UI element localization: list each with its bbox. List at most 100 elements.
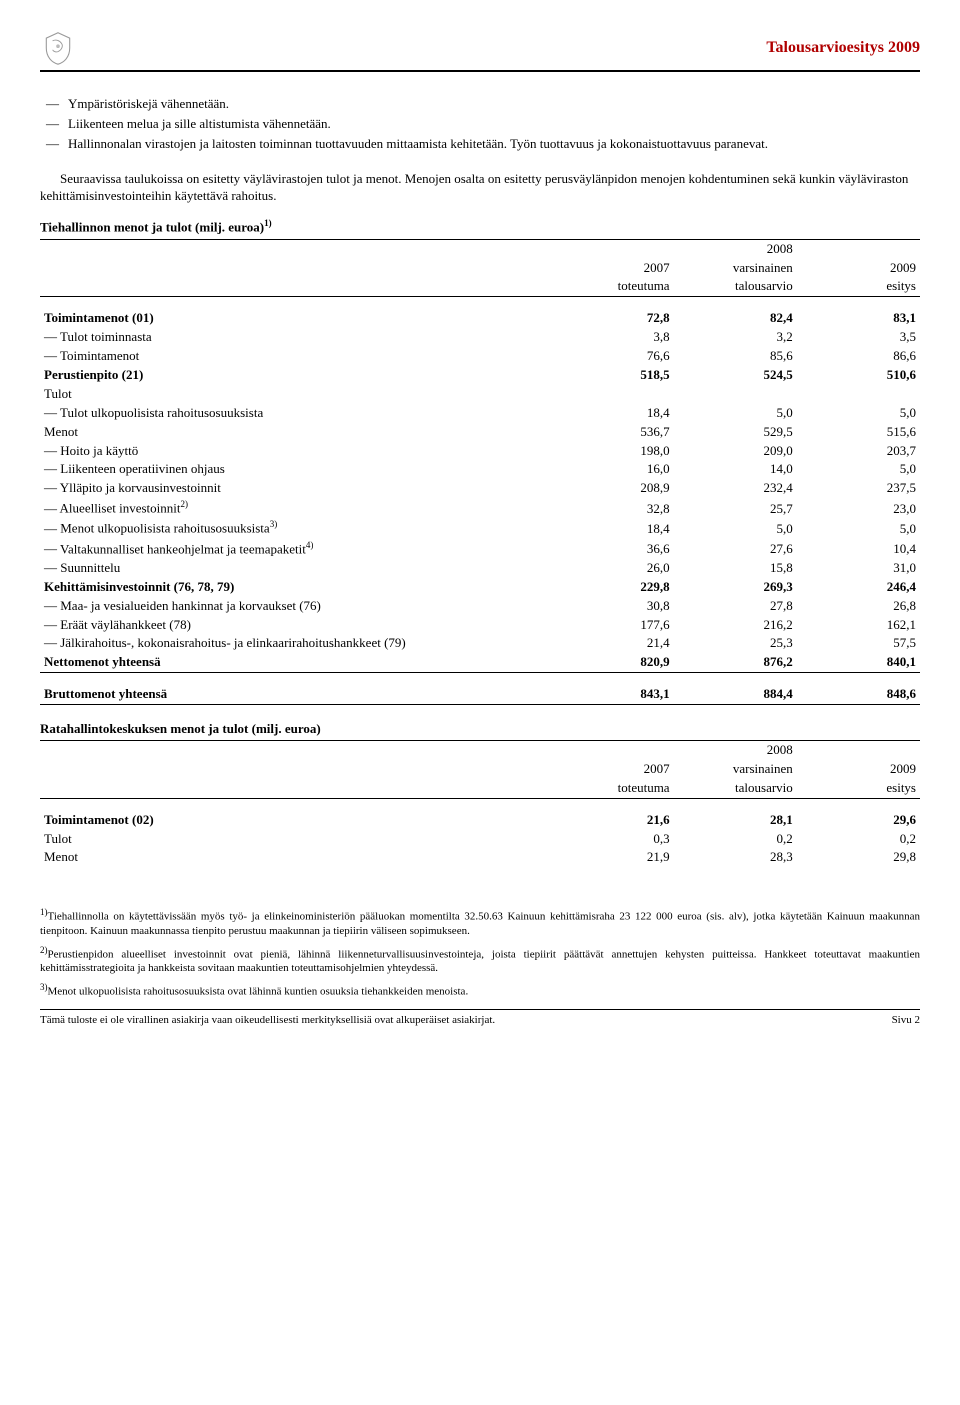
col-header: esitys <box>797 779 920 798</box>
row-label: Maa- ja vesialueiden hankinnat ja korvau… <box>40 597 550 616</box>
table-row: Perustienpito (21)518,5524,5510,6 <box>40 366 920 385</box>
row-value: 198,0 <box>550 442 673 461</box>
table-row: Toimintamenot (02)21,628,129,6 <box>40 811 920 830</box>
row-value: 5,0 <box>797 404 920 423</box>
footnote-3: 3)Menot ulkopuolisista rahoitusosuuksist… <box>40 982 920 999</box>
bullet-item: Liikenteen melua ja sille altistumista v… <box>40 116 920 133</box>
col-header: varsinainen <box>674 760 797 779</box>
row-label: Bruttomenot yhteensä <box>40 685 550 704</box>
row-label: Toimintamenot <box>40 347 550 366</box>
row-value: 518,5 <box>550 366 673 385</box>
row-value: 524,5 <box>674 366 797 385</box>
row-value: 208,9 <box>550 479 673 498</box>
table-row: Ylläpito ja korvausinvestoinnit208,9232,… <box>40 479 920 498</box>
row-value: 29,6 <box>797 811 920 830</box>
row-value: 840,1 <box>797 653 920 672</box>
table-row: Suunnittelu26,015,831,0 <box>40 559 920 578</box>
row-value: 209,0 <box>674 442 797 461</box>
row-value: 5,0 <box>797 460 920 479</box>
row-value: 28,3 <box>674 848 797 867</box>
col-header: 2009 <box>797 760 920 779</box>
table-row: Valtakunnalliset hankeohjelmat ja teemap… <box>40 539 920 559</box>
row-value: 10,4 <box>797 539 920 559</box>
row-value: 15,8 <box>674 559 797 578</box>
row-value: 177,6 <box>550 616 673 635</box>
row-value: 18,4 <box>550 404 673 423</box>
row-value: 5,0 <box>674 404 797 423</box>
row-value: 36,6 <box>550 539 673 559</box>
col-header: 2008 <box>674 239 797 258</box>
table2: 2008 2007 varsinainen 2009 toteutuma tal… <box>40 740 920 867</box>
row-value: 30,8 <box>550 597 673 616</box>
row-label: Toimintamenot (01) <box>40 309 550 328</box>
col-header: 2008 <box>674 741 797 760</box>
footer-disclaimer: Tämä tuloste ei ole virallinen asiakirja… <box>40 1013 495 1027</box>
row-value: 23,0 <box>797 498 920 518</box>
row-value: 3,8 <box>550 328 673 347</box>
table-row: Menot21,928,329,8 <box>40 848 920 867</box>
row-value: 14,0 <box>674 460 797 479</box>
table1-title: Tiehallinnon menot ja tulot (milj. euroa… <box>40 218 920 236</box>
row-value: 27,8 <box>674 597 797 616</box>
row-value: 21,4 <box>550 634 673 653</box>
row-value: 27,6 <box>674 539 797 559</box>
row-value: 884,4 <box>674 685 797 704</box>
row-value: 32,8 <box>550 498 673 518</box>
table-row: Menot536,7529,5515,6 <box>40 423 920 442</box>
row-value: 83,1 <box>797 309 920 328</box>
row-label: Toimintamenot (02) <box>40 811 550 830</box>
row-value: 86,6 <box>797 347 920 366</box>
row-value: 0,2 <box>797 830 920 849</box>
row-value: 3,5 <box>797 328 920 347</box>
coat-of-arms-logo <box>40 30 76 66</box>
row-label: Tulot toiminnasta <box>40 328 550 347</box>
table1-title-text: Tiehallinnon menot ja tulot (milj. euroa… <box>40 220 264 235</box>
row-value: 237,5 <box>797 479 920 498</box>
document-title: Talousarvioesitys 2009 <box>766 38 920 59</box>
row-value: 72,8 <box>550 309 673 328</box>
row-value: 216,2 <box>674 616 797 635</box>
row-label: Kehittämisinvestoinnit (76, 78, 79) <box>40 578 550 597</box>
row-value: 5,0 <box>674 518 797 538</box>
row-value: 29,8 <box>797 848 920 867</box>
row-label: Tulot <box>40 385 550 404</box>
row-value: 515,6 <box>797 423 920 442</box>
table-row: Hoito ja käyttö198,0209,0203,7 <box>40 442 920 461</box>
page-footer: Tämä tuloste ei ole virallinen asiakirja… <box>40 1009 920 1027</box>
table1-brutto-row: Bruttomenot yhteensä 843,1 884,4 848,6 <box>40 685 920 704</box>
table-row: Liikenteen operatiivinen ohjaus16,014,05… <box>40 460 920 479</box>
col-header: toteutuma <box>550 779 673 798</box>
row-label: Menot ulkopuolisista rahoitusosuuksista3… <box>40 518 550 538</box>
table2-title: Ratahallintokeskuksen menot ja tulot (mi… <box>40 721 920 738</box>
table-row: Alueelliset investoinnit2)32,825,723,0 <box>40 498 920 518</box>
table-row: Tulot toiminnasta3,83,23,5 <box>40 328 920 347</box>
row-value <box>550 385 673 404</box>
row-value: 0,3 <box>550 830 673 849</box>
row-value: 21,9 <box>550 848 673 867</box>
table-row: Tulot ulkopuolisista rahoitusosuuksista1… <box>40 404 920 423</box>
row-value: 0,2 <box>674 830 797 849</box>
row-value: 25,3 <box>674 634 797 653</box>
row-value: 57,5 <box>797 634 920 653</box>
row-label: Nettomenot yhteensä <box>40 653 550 672</box>
row-value: 232,4 <box>674 479 797 498</box>
col-header: varsinainen <box>674 259 797 278</box>
col-header: talousarvio <box>674 779 797 798</box>
row-label: Liikenteen operatiivinen ohjaus <box>40 460 550 479</box>
row-value: 848,6 <box>797 685 920 704</box>
bullet-item: Ympäristöriskejä vähennetään. <box>40 96 920 113</box>
row-value: 510,6 <box>797 366 920 385</box>
row-label: Tulot ulkopuolisista rahoitusosuuksista <box>40 404 550 423</box>
row-label: Hoito ja käyttö <box>40 442 550 461</box>
row-value: 203,7 <box>797 442 920 461</box>
row-value <box>797 385 920 404</box>
table-row: Tulot <box>40 385 920 404</box>
footnotes: 1)Tiehallinnolla on käytettävissään myös… <box>40 907 920 999</box>
table-row: Toimintamenot76,685,686,6 <box>40 347 920 366</box>
row-label: Menot <box>40 423 550 442</box>
row-value: 28,1 <box>674 811 797 830</box>
row-value: 3,2 <box>674 328 797 347</box>
row-value: 31,0 <box>797 559 920 578</box>
bullet-item: Hallinnonalan virastojen ja laitosten to… <box>40 136 920 153</box>
row-label: Suunnittelu <box>40 559 550 578</box>
